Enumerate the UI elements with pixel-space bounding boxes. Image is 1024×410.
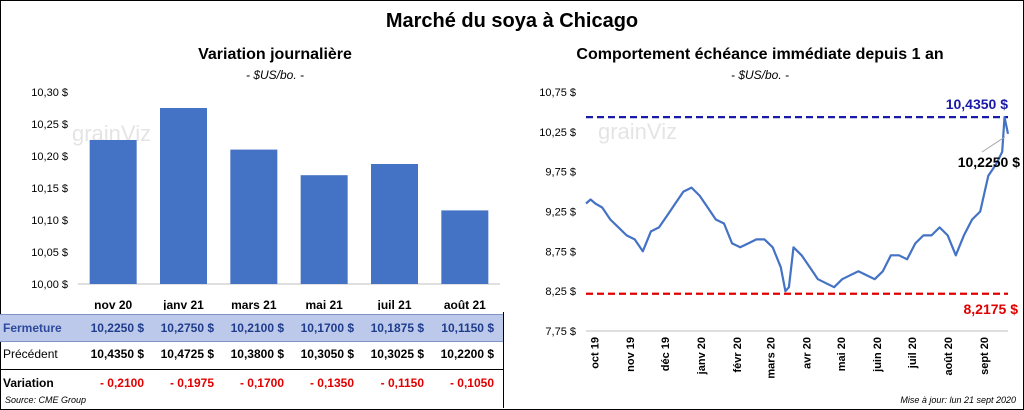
x-tick-label: nov 19 <box>625 337 637 372</box>
bars <box>89 108 489 284</box>
bar <box>371 164 418 284</box>
bar-chart: grainViz 10,00 $10,05 $10,10 $10,15 $10,… <box>31 87 500 310</box>
x-tick-label: oct 19 <box>589 337 601 369</box>
source-note: Source: CME Group <box>5 395 87 405</box>
table-cell: 10,4725 $ <box>160 347 214 361</box>
page-title: Marché du soya à Chicago <box>385 10 639 32</box>
table-cell: 10,1700 $ <box>300 321 354 335</box>
y-tick-label: 10,25 $ <box>539 127 576 139</box>
reference-lines <box>586 115 1008 295</box>
watermark-text: grainViz <box>598 119 677 144</box>
table-cell: - 0,1975 <box>169 376 214 390</box>
x-tick-label: déc 19 <box>660 337 672 371</box>
line-chart-unit: - $US/bo. - <box>730 68 790 82</box>
table-cell: 10,4350 $ <box>90 347 144 361</box>
x-tick-label: mai 21 <box>305 298 343 310</box>
table-cell: 10,3025 $ <box>370 347 424 361</box>
series <box>585 115 1010 293</box>
x-tick-label: févr 20 <box>732 337 744 372</box>
table-cell: 10,2250 $ <box>90 321 144 335</box>
x-tick-label: juin 20 <box>872 337 884 373</box>
x-tick-label: août 21 <box>444 298 486 310</box>
bar <box>441 210 489 284</box>
table-cell: - 0,2100 <box>99 376 144 390</box>
table-cell: - 0,1700 <box>239 376 284 390</box>
x-tick-label: sept 20 <box>979 337 991 375</box>
high-value-label: 10,4350 $ <box>946 96 1008 112</box>
y-tick-label: 9,25 $ <box>545 207 576 219</box>
y-tick-label: 10,10 $ <box>31 215 68 227</box>
y-tick-label: 10,20 $ <box>31 151 68 163</box>
table-divider <box>503 312 504 408</box>
callout-leader <box>981 136 1006 153</box>
table-cell: 10,3800 $ <box>230 347 284 361</box>
x-axis: nov 20 janv 21 mars 21 mai 21 juil 21 août 21 <box>94 298 486 310</box>
line-chart-title: Comportement échéance immédiate depuis 1… <box>576 46 944 63</box>
row-label: Fermeture <box>3 321 62 335</box>
y-tick-label: 7,75 $ <box>545 326 576 338</box>
bar <box>160 108 207 284</box>
table-cell: - 0,1350 <box>309 376 354 390</box>
bar <box>230 149 278 284</box>
table-cell: 10,1875 $ <box>370 321 424 335</box>
table-cell: 10,2750 $ <box>160 321 214 335</box>
bar-chart-unit: - $US/bo. - <box>245 68 305 82</box>
table-cell: 10,2100 $ <box>230 321 284 335</box>
row-label: Variation <box>3 376 54 390</box>
table-cell: 10,3050 $ <box>300 347 354 361</box>
bar <box>300 175 348 284</box>
y-tick-label: 9,75 $ <box>545 167 576 179</box>
table-cell: 10,2200 $ <box>440 347 494 361</box>
line-watermark: grainViz <box>598 119 677 144</box>
x-tick-label: mars 21 <box>231 298 277 310</box>
bar <box>89 140 137 284</box>
row-label: Précédent <box>3 347 58 361</box>
x-tick-label: janv 20 <box>696 337 708 375</box>
table-row-variation: Variation - 0,2100 - 0,1975 - 0,1700 - 0… <box>0 369 503 396</box>
bar-chart-title: Variation journalière <box>198 46 352 63</box>
table-cell: - 0,1050 <box>449 376 494 390</box>
x-tick-label: nov 20 <box>94 298 132 310</box>
y-tick-label: 10,30 $ <box>31 87 68 99</box>
x-tick-label: juil 21 <box>376 298 411 310</box>
low-value-label: 8,2175 $ <box>964 301 1019 317</box>
table-row-close: Fermeture 10,2250 $ 10,2750 $ 10,2100 $ … <box>0 314 503 342</box>
y-tick-label: 8,25 $ <box>545 286 576 298</box>
x-tick-label: juil 20 <box>907 337 919 369</box>
x-tick-label: mai 20 <box>836 337 848 371</box>
x-tick-label: août 20 <box>943 337 955 376</box>
current-value-label: 10,2250 $ <box>958 154 1020 170</box>
updated-note: Mise à jour: lun 21 sept 2020 <box>900 395 1016 405</box>
table-cell: 10,1150 $ <box>441 321 494 335</box>
y-tick-label: 10,75 $ <box>539 87 576 99</box>
table-cell: - 0,1150 <box>380 376 424 390</box>
price-line <box>585 115 1010 293</box>
y-tick-label: 10,00 $ <box>31 279 68 291</box>
y-tick-label: 8,75 $ <box>545 246 576 258</box>
x-tick-label: mars 20 <box>765 337 777 379</box>
annotations: 10,4350 $ 8,2175 $ 10,2250 $ <box>946 96 1020 317</box>
y-axis: 7,75 $ 8,25 $ 8,75 $ 9,25 $ 9,75 $ 10,25 $ 10,… <box>539 87 1008 338</box>
x-tick-label: avr 20 <box>801 337 813 369</box>
y-axis: 10,00 $ 10,05 $ 10,10 $ 10,15 $ 10,20 $ 10,25… <box>31 87 500 291</box>
y-tick-label: 10,25 $ <box>31 119 68 131</box>
x-axis: oct 19 nov 19 déc 19 janv 20 févr 20 mars 20 a… <box>589 337 991 379</box>
x-tick-label: janv 21 <box>162 298 204 310</box>
y-tick-label: 10,05 $ <box>31 247 68 259</box>
table-row-previous: Précédent 10,4350 $ 10,4725 $ 10,3800 $ … <box>0 341 503 367</box>
y-tick-label: 10,15 $ <box>31 183 68 195</box>
